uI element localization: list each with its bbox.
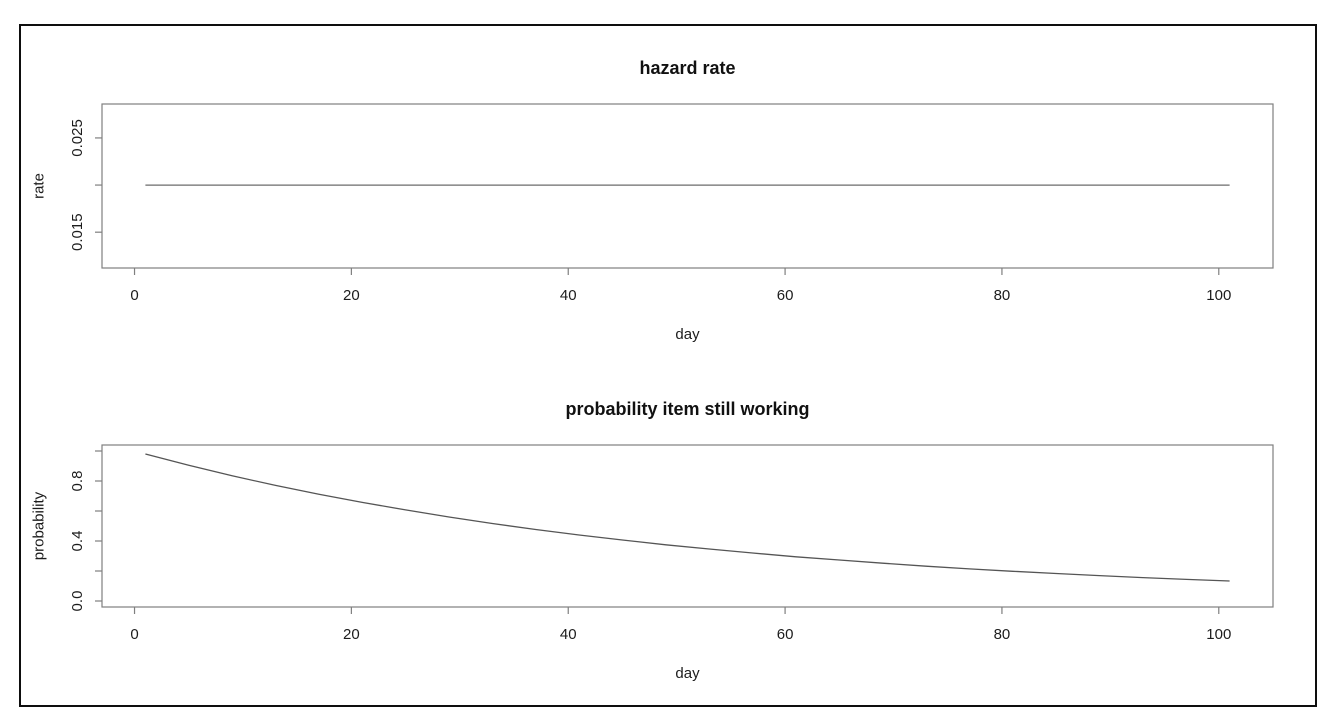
y-axis-label-probability: probability xyxy=(30,491,48,561)
x-tick-label-0: 20 xyxy=(343,287,360,304)
x-tick-label-0: 100 xyxy=(1206,287,1231,304)
y-tick-label-0: 0.015 xyxy=(69,213,86,251)
plot-box-1 xyxy=(101,444,1274,608)
plot-box-0 xyxy=(101,103,1274,269)
x-tick-label-1: 60 xyxy=(777,626,794,643)
x-axis-label-top: day xyxy=(675,326,700,343)
y-tick-label-1: 0.8 xyxy=(69,471,86,492)
data-line-1 xyxy=(145,453,1230,582)
x-axis-label-bottom: day xyxy=(675,665,700,682)
x-tick-label-0: 0 xyxy=(130,287,138,304)
x-tick-label-0: 40 xyxy=(560,287,577,304)
chart-title-probability: probability item still working xyxy=(565,399,810,419)
x-tick-label-1: 20 xyxy=(343,626,360,643)
x-tick-label-1: 0 xyxy=(130,626,138,643)
x-tick-label-0: 60 xyxy=(777,287,794,304)
y-tick-label-1: 0.4 xyxy=(69,531,86,552)
chart-title-hazard-rate: hazard rate xyxy=(639,58,736,78)
x-tick-label-1: 100 xyxy=(1206,626,1231,643)
figure-frame: 0 20 40 60 80 100 0.015 0.025 0 20 40 60 80 100 0.0 0.4… xyxy=(19,24,1317,707)
x-tick-label-0: 80 xyxy=(994,287,1011,304)
x-tick-label-1: 80 xyxy=(994,626,1011,643)
x-tick-label-1: 40 xyxy=(560,626,577,643)
y-tick-label-0: 0.025 xyxy=(69,119,86,157)
y-tick-label-1: 0.0 xyxy=(69,591,86,612)
y-axis-label-rate: rate xyxy=(30,173,48,199)
